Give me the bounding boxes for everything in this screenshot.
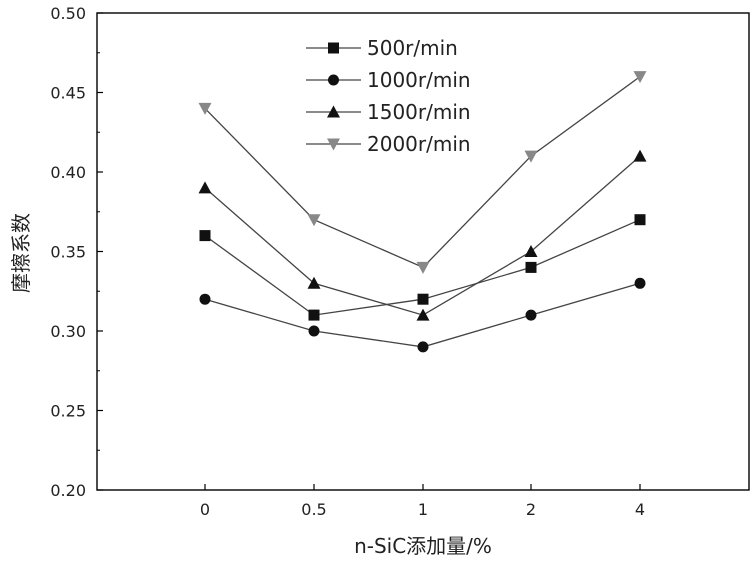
x-ticks: 0 0.5 1 2 4 [200,484,645,519]
data-point-square [418,294,429,305]
y-tick-label: 0.20 [50,481,86,500]
y-tick-label: 0.25 [50,402,86,421]
data-point-triangle-up [417,309,430,321]
data-point-square [200,230,211,241]
legend-label: 2000r/min [367,132,471,156]
x-tick-label: 0.5 [301,500,326,519]
data-point-circle [328,75,339,86]
y-tick-label: 0.35 [50,243,86,262]
y-tick-label: 0.45 [50,84,86,103]
data-point-triangle-up [199,181,212,193]
data-point-square [328,43,339,54]
data-point-triangle-up [634,150,647,162]
series-line [205,156,640,315]
legend-label: 1000r/min [367,68,471,92]
x-axis-label: n-SiC添加量/% [354,534,492,558]
x-tick-label: 4 [635,500,645,519]
x-tick-label: 0 [200,500,210,519]
data-point-circle [200,294,211,305]
y-tick-label: 0.40 [50,163,86,182]
legend-label: 500r/min [367,36,458,60]
x-tick-label: 2 [526,500,536,519]
y-ticks: 0.20 0.25 0.30 0.35 0.40 0.45 0.50 [50,4,103,500]
x-tick-label: 1 [418,500,428,519]
y-axis-label: 摩擦系数 [9,213,33,293]
legend-item-4: 2000r/min [306,132,471,156]
data-point-circle [526,310,537,321]
data-point-square [309,310,320,321]
y-tick-label: 0.50 [50,4,86,23]
y-tick-label: 0.30 [50,322,86,341]
data-point-square [635,214,646,225]
data-point-triangle-down [308,214,321,226]
data-point-circle [635,278,646,289]
data-point-square [526,262,537,273]
legend-label: 1500r/min [367,100,471,124]
legend-item-1: 500r/min [306,36,458,60]
legend: 500r/min 1000r/min 1500r/min 2000r/min [306,36,471,156]
data-point-circle [418,341,429,352]
legend-item-3: 1500r/min [306,100,471,124]
data-point-circle [309,326,320,337]
data-point-triangle-down [417,262,430,274]
legend-item-2: 1000r/min [306,68,471,92]
data-point-triangle-down [634,71,647,83]
